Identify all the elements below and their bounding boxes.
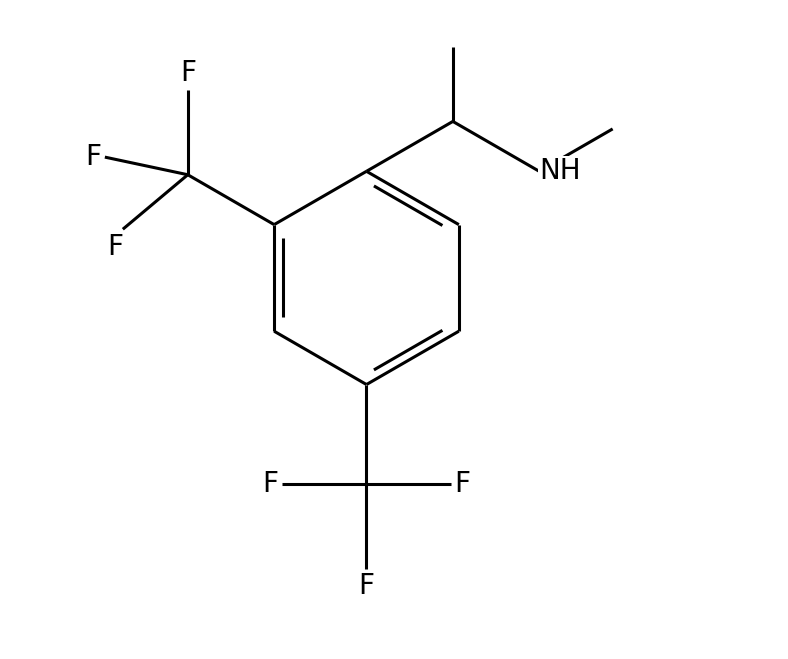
Text: F: F [455,471,470,498]
Text: F: F [107,233,123,261]
Text: F: F [359,573,374,600]
Text: F: F [180,59,195,86]
Text: NH: NH [539,158,581,185]
Text: F: F [262,471,278,498]
Text: F: F [85,143,102,171]
